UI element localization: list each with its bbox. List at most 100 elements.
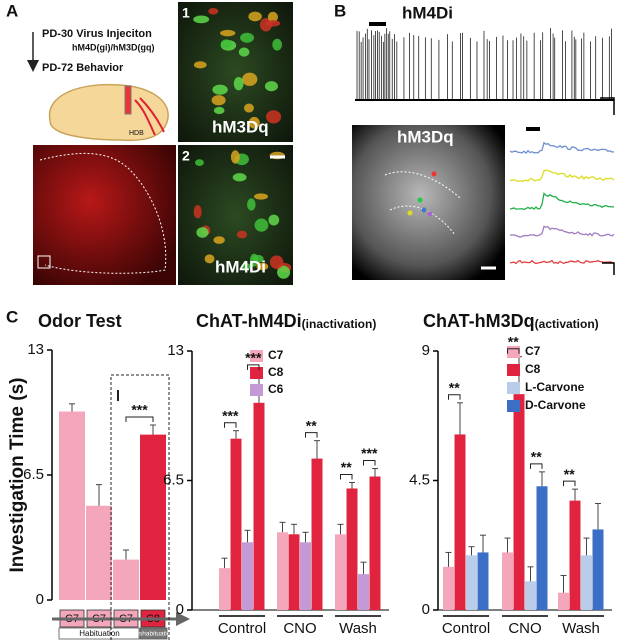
bar <box>219 568 230 610</box>
test-box <box>110 374 170 640</box>
y-axis-label: Investigation Time (s) <box>7 378 28 573</box>
bar <box>242 542 253 610</box>
bar <box>59 411 85 600</box>
significance-bracket <box>340 473 353 480</box>
cell <box>272 38 282 51</box>
significance-label: ** <box>531 449 542 465</box>
significance-label: *** <box>131 402 148 418</box>
significance-label: *** <box>361 445 378 461</box>
bar <box>277 532 288 610</box>
cell <box>266 110 282 124</box>
cell <box>238 47 250 57</box>
cell <box>213 106 225 115</box>
histology-image <box>33 145 176 285</box>
cell <box>230 150 240 164</box>
legend-swatch <box>507 400 520 412</box>
chart-title: Odor Test <box>38 311 122 331</box>
cell <box>252 254 264 263</box>
x-tick-label: Control <box>218 620 266 637</box>
phase-label: Habituation <box>79 629 119 638</box>
image-number: 1 <box>182 5 190 21</box>
cell <box>246 198 256 211</box>
cells <box>193 7 292 279</box>
roi <box>427 211 433 217</box>
trace <box>509 192 615 211</box>
significance-label: ** <box>564 466 575 482</box>
significance-bracket <box>125 416 154 422</box>
x-tick-label: Control <box>442 620 490 637</box>
trace <box>509 259 615 265</box>
y-tick-label: 6.5 <box>23 466 44 483</box>
bar <box>369 476 381 610</box>
cell <box>233 77 244 91</box>
cell <box>253 193 268 200</box>
phase-label: Dishabituation <box>133 631 175 638</box>
cell <box>236 230 248 239</box>
trace <box>509 169 615 183</box>
y-tick-label: 4.5 <box>409 471 430 488</box>
cell <box>264 81 278 92</box>
cell <box>248 116 260 129</box>
cell <box>256 262 269 271</box>
trace <box>509 141 615 155</box>
chart-title: ChAT-hM3Dq(activation) <box>423 311 599 331</box>
cell <box>240 32 255 43</box>
cell <box>193 61 207 69</box>
cell <box>269 255 284 270</box>
x-tick-label: CNO <box>283 620 316 637</box>
bar <box>253 402 265 610</box>
bar <box>477 552 489 610</box>
y-tick-label: 6.5 <box>163 471 184 488</box>
timeline-text: PD-30 Virus Injeciton <box>42 28 152 40</box>
roi <box>417 197 423 203</box>
significance-bracket <box>530 463 543 469</box>
brain-sketch <box>48 83 169 142</box>
bar <box>525 581 536 610</box>
significance-label: ** <box>306 417 317 433</box>
cell <box>254 218 269 232</box>
legend-label: L-Carvone <box>525 380 585 394</box>
spike-trace <box>355 28 614 101</box>
cell <box>193 15 210 24</box>
legend-label: C7 <box>525 344 541 358</box>
syringe <box>124 85 132 115</box>
bar <box>86 505 112 600</box>
bar <box>592 529 604 610</box>
bar <box>443 566 454 610</box>
y-tick-label: 9 <box>422 342 430 359</box>
significance-label: *** <box>222 407 239 423</box>
bar <box>454 434 466 610</box>
inset-box <box>37 255 51 269</box>
cell <box>193 205 202 219</box>
bar <box>140 434 166 600</box>
y-tick-label: 0 <box>422 601 430 618</box>
bar <box>513 394 525 610</box>
cell <box>241 262 251 271</box>
cell <box>211 95 226 106</box>
legend-swatch <box>250 367 263 379</box>
roi <box>407 210 413 216</box>
legend-label: C8 <box>525 362 541 376</box>
bar <box>536 486 548 610</box>
chart-subtitle: (inactivation) <box>302 317 377 331</box>
legend-label: D-Carvone <box>525 398 586 412</box>
roi <box>421 207 427 213</box>
x-tick-label: Wash <box>562 620 600 637</box>
significance-bracket <box>507 348 520 354</box>
calcium-image <box>352 125 505 280</box>
x-tick-label: CNO <box>508 620 541 637</box>
cell <box>243 103 254 113</box>
scale-bar <box>602 262 615 275</box>
scale-bar <box>600 97 615 115</box>
brain-label: HDB <box>129 130 144 137</box>
y-tick-label: 13 <box>27 341 44 358</box>
cell <box>277 265 291 279</box>
significance-bracket <box>224 422 237 428</box>
significance-label: ** <box>508 333 519 349</box>
y-tick-label: 0 <box>176 601 184 618</box>
significance-label: ** <box>449 380 460 396</box>
cell <box>196 227 209 238</box>
cell <box>213 236 225 244</box>
bar <box>311 458 323 610</box>
